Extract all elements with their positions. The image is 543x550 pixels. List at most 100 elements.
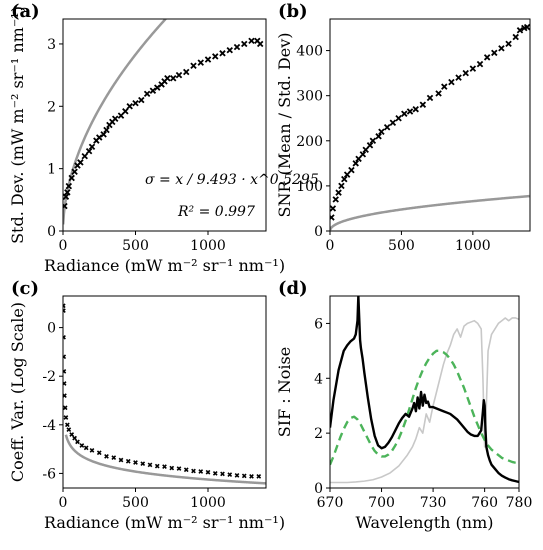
data-point bbox=[355, 155, 362, 163]
data-point bbox=[176, 466, 182, 471]
data-point bbox=[169, 465, 175, 471]
data-point bbox=[125, 458, 131, 464]
panel-label: (a) bbox=[11, 1, 40, 22]
axes-frame bbox=[329, 295, 520, 489]
plot-area bbox=[330, 296, 519, 484]
series-line bbox=[330, 296, 519, 484]
plot-area bbox=[63, 303, 266, 485]
data-point bbox=[64, 422, 70, 428]
data-point bbox=[412, 105, 419, 113]
y-axis-label: Std. Dev. (mW m⁻² sr⁻¹ nm⁻¹) bbox=[8, 6, 27, 244]
fit-curve bbox=[64, 434, 266, 485]
data-point bbox=[498, 45, 505, 52]
y-tick-label: 0 bbox=[47, 321, 56, 337]
data-point bbox=[77, 159, 84, 166]
data-point bbox=[133, 460, 138, 465]
data-point bbox=[68, 174, 75, 182]
y-axis-label: SNR (Mean / Std. Dev) bbox=[275, 33, 294, 218]
data-point bbox=[63, 405, 68, 411]
data-point bbox=[516, 27, 524, 34]
y-tick-label: 300 bbox=[296, 89, 323, 105]
data-point bbox=[233, 43, 241, 51]
data-point bbox=[362, 146, 369, 154]
data-point bbox=[378, 128, 385, 136]
panel-b: 0 500 1000 0 100 200 300 400 (b) SNR (Mean / Std.… bbox=[275, 1, 531, 254]
panel-label: (d) bbox=[278, 278, 308, 299]
series-line bbox=[330, 349, 519, 466]
x-tick-label: 780 bbox=[506, 495, 533, 511]
data-point bbox=[219, 50, 226, 57]
data-point bbox=[175, 71, 183, 79]
data-point bbox=[81, 152, 88, 160]
data-point bbox=[132, 99, 139, 107]
data-point bbox=[523, 23, 530, 31]
data-point bbox=[83, 445, 89, 451]
data-point bbox=[212, 53, 219, 60]
data-point bbox=[395, 114, 402, 122]
data-point bbox=[448, 78, 455, 86]
y-tick-label: 3 bbox=[47, 37, 56, 53]
data-point bbox=[241, 40, 248, 48]
y-tick-label: 0 bbox=[314, 224, 323, 240]
data-point bbox=[63, 368, 67, 374]
y-axis-label: Coeff. Var. (Log Scale) bbox=[8, 302, 27, 482]
data-point bbox=[140, 461, 146, 467]
data-point bbox=[162, 464, 167, 469]
data-point bbox=[63, 334, 66, 340]
data-point bbox=[256, 40, 264, 48]
data-point bbox=[401, 110, 408, 117]
data-point bbox=[118, 457, 124, 463]
data-point bbox=[126, 103, 133, 110]
y-tick-label: 2 bbox=[47, 99, 56, 115]
y-tick-label: -2 bbox=[42, 369, 56, 385]
data-point bbox=[249, 473, 254, 479]
data-point bbox=[476, 60, 484, 68]
data-point bbox=[154, 463, 160, 469]
data-point bbox=[512, 33, 519, 41]
data-point bbox=[117, 112, 125, 119]
data-point bbox=[205, 469, 211, 475]
data-point bbox=[65, 182, 73, 190]
plot-area bbox=[63, 19, 264, 225]
data-point bbox=[64, 189, 71, 196]
fit-curve bbox=[330, 194, 530, 231]
data-point bbox=[89, 447, 95, 453]
x-axis-label: Radiance (mW m⁻² sr⁻¹ nm⁻¹) bbox=[44, 256, 285, 275]
panel-label: (b) bbox=[278, 1, 308, 22]
fit-r-squared: R² = 0.997 bbox=[177, 204, 255, 220]
data-point bbox=[332, 196, 339, 203]
data-point bbox=[88, 143, 96, 151]
data-point bbox=[383, 124, 391, 131]
x-tick-label: 0 bbox=[59, 495, 68, 511]
y-tick-label: 200 bbox=[296, 134, 323, 150]
data-point bbox=[191, 468, 196, 474]
fit-formula: σ = x / 9.493 · x^0.5295 bbox=[145, 172, 319, 188]
data-point bbox=[469, 65, 477, 72]
data-point bbox=[406, 108, 414, 115]
x-tick-label: 500 bbox=[388, 238, 415, 254]
y-axis-label: SIF : Noise bbox=[275, 347, 294, 437]
data-point bbox=[227, 472, 233, 477]
data-point bbox=[389, 119, 397, 126]
data-point bbox=[505, 40, 512, 48]
data-point bbox=[441, 83, 448, 90]
data-point bbox=[104, 454, 109, 459]
y-tick-label: 6 bbox=[314, 316, 323, 332]
data-point bbox=[85, 147, 93, 155]
y-tick-label: 0 bbox=[47, 224, 56, 240]
panel-c: 0 500 1000 -6 -4 -2 0 (c) Coeff. Var. (Log Scale… bbox=[8, 278, 285, 532]
data-point bbox=[100, 131, 107, 138]
y-tick-label: 1 bbox=[47, 162, 56, 178]
plot-area bbox=[330, 23, 530, 231]
data-point bbox=[69, 432, 75, 437]
panel-a: 0 500 1000 0 1 2 3 (a)Std. Dev. (mW m⁻² sr⁻¹ nm… bbox=[8, 1, 319, 275]
data-point bbox=[143, 90, 151, 98]
y-tick-label: 0 bbox=[314, 481, 323, 497]
x-tick-label: 730 bbox=[420, 495, 447, 511]
series-line bbox=[330, 317, 519, 484]
x-tick-label: 500 bbox=[122, 495, 149, 511]
data-point bbox=[435, 90, 442, 97]
data-point bbox=[359, 151, 367, 158]
data-point bbox=[72, 435, 77, 441]
y-tick-label: 4 bbox=[314, 371, 323, 387]
